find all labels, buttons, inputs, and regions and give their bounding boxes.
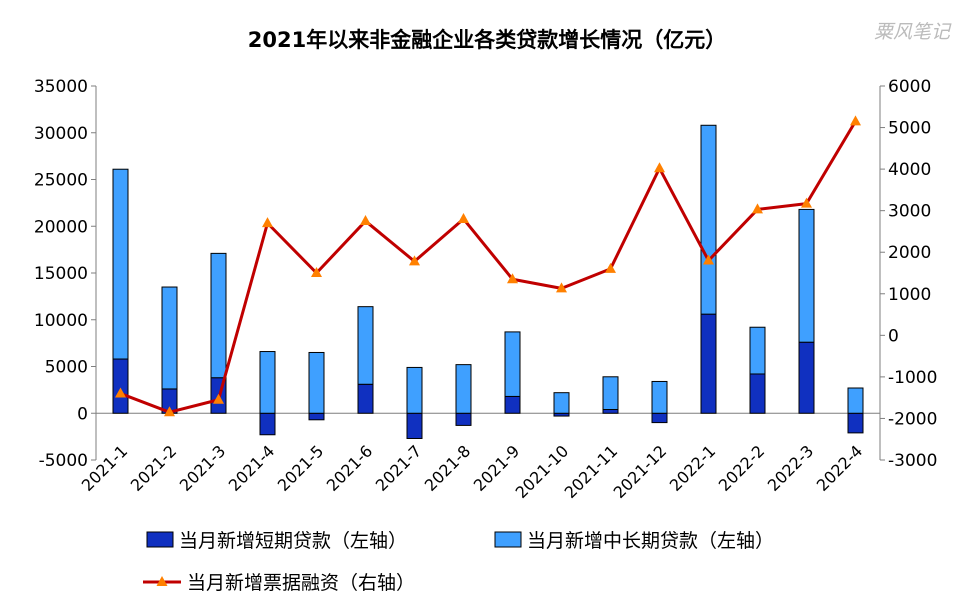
bar-short-term (504, 395, 521, 414)
bar-long-term (406, 366, 423, 414)
bar-short-term (700, 313, 717, 414)
line-marker (703, 254, 714, 265)
chart-title: 2021年以来非金融企业各类贷款增长情况（亿元） (248, 28, 726, 52)
line-marker (311, 267, 322, 277)
bars (112, 124, 864, 439)
x-tick-label: 2021-7 (372, 441, 426, 495)
bar-long-term (651, 380, 668, 414)
line-marker (752, 203, 763, 214)
x-tick-label: 2021-3 (176, 441, 230, 495)
bar-short-term (847, 412, 864, 434)
bar-short-term (308, 412, 325, 421)
line-marker (262, 217, 273, 228)
watermark: 粟风笔记 (874, 21, 952, 43)
left-tick-label: 25000 (34, 171, 88, 191)
left-tick-label: 5000 (45, 358, 88, 378)
right-tick-label: -2000 (888, 409, 937, 429)
left-tick-label: 0 (77, 404, 88, 424)
bar-long-term (161, 286, 178, 390)
bar-long-term (749, 326, 766, 375)
x-tick-label: 2022-3 (764, 441, 818, 495)
right-tick-label: 4000 (888, 160, 931, 180)
bar-short-term (112, 358, 129, 414)
line-series (115, 115, 861, 417)
bar-long-term (308, 351, 325, 414)
left-tick-label: 20000 (34, 217, 88, 237)
x-tick-label: 2021-8 (421, 441, 475, 495)
left-tick-label: -5000 (39, 451, 88, 471)
x-tick-label: 2021-12 (610, 441, 671, 502)
line-bill-financing (119, 120, 857, 414)
bar-short-term (455, 412, 472, 426)
line-marker (654, 162, 665, 173)
line-marker (458, 212, 469, 223)
x-tick-label: 2021-11 (561, 441, 622, 502)
legend: 当月新增短期贷款（左轴） 当月新增中长期贷款（左轴） 当月新增票据融资（右轴） (143, 530, 774, 594)
x-tick-label: 2021-6 (323, 441, 377, 495)
left-tick-label: 15000 (34, 264, 88, 284)
bar-short-term (798, 341, 815, 414)
x-tick-label: 2021-5 (274, 441, 328, 495)
x-tick-label: 2022-2 (715, 441, 769, 495)
x-tick-label: 2021-10 (512, 441, 573, 502)
bar-long-term (847, 387, 864, 414)
bar-long-term (700, 124, 717, 315)
bar-long-term (357, 306, 374, 385)
line-marker (801, 197, 812, 208)
bar-short-term (259, 412, 276, 436)
right-tick-label: 3000 (888, 202, 931, 222)
line-marker (360, 215, 371, 226)
x-tick-label: 2021-4 (225, 441, 279, 495)
legend-label: 当月新增中长期贷款（左轴） (527, 530, 774, 552)
bar-long-term (259, 351, 276, 414)
legend-label: 当月新增票据融资（右轴） (187, 572, 415, 594)
bar-short-term (651, 412, 668, 424)
bar-long-term (504, 331, 521, 397)
right-tick-label: 2000 (888, 243, 931, 263)
left-tick-label: 30000 (34, 124, 88, 144)
line-marker (850, 115, 861, 126)
line-marker (507, 273, 518, 284)
bar-short-term (749, 373, 766, 414)
x-tick-label: 2022-1 (666, 441, 720, 495)
bar-long-term (553, 392, 570, 414)
bar-short-term (406, 412, 423, 439)
line-marker (213, 393, 224, 404)
x-tick-label: 2022-4 (813, 441, 867, 495)
right-tick-label: -3000 (888, 451, 937, 471)
bar-long-term (210, 252, 227, 379)
legend-label: 当月新增短期贷款（左轴） (179, 530, 407, 552)
line-marker (164, 406, 175, 417)
bar-short-term (357, 383, 374, 414)
line-marker (409, 255, 420, 266)
line-marker (605, 262, 616, 273)
bar-long-term (455, 364, 472, 414)
bar-long-term (798, 208, 815, 343)
left-tick-label: 10000 (34, 311, 88, 331)
right-tick-label: -1000 (888, 368, 937, 388)
line-marker (556, 282, 567, 293)
right-tick-label: 5000 (888, 119, 931, 139)
right-tick-label: 1000 (888, 285, 931, 305)
x-tick-label: 2021-2 (127, 441, 181, 495)
line-marker (115, 387, 126, 398)
bar-long-term (602, 376, 619, 411)
bar-long-term (112, 168, 129, 360)
right-tick-label: 0 (888, 326, 899, 346)
bar-short-term (602, 409, 619, 414)
legend-line-marker (156, 576, 168, 586)
legend-swatch (146, 531, 174, 548)
left-tick-label: 35000 (34, 77, 88, 97)
right-tick-label: 6000 (888, 77, 931, 97)
legend-swatch (494, 531, 522, 548)
